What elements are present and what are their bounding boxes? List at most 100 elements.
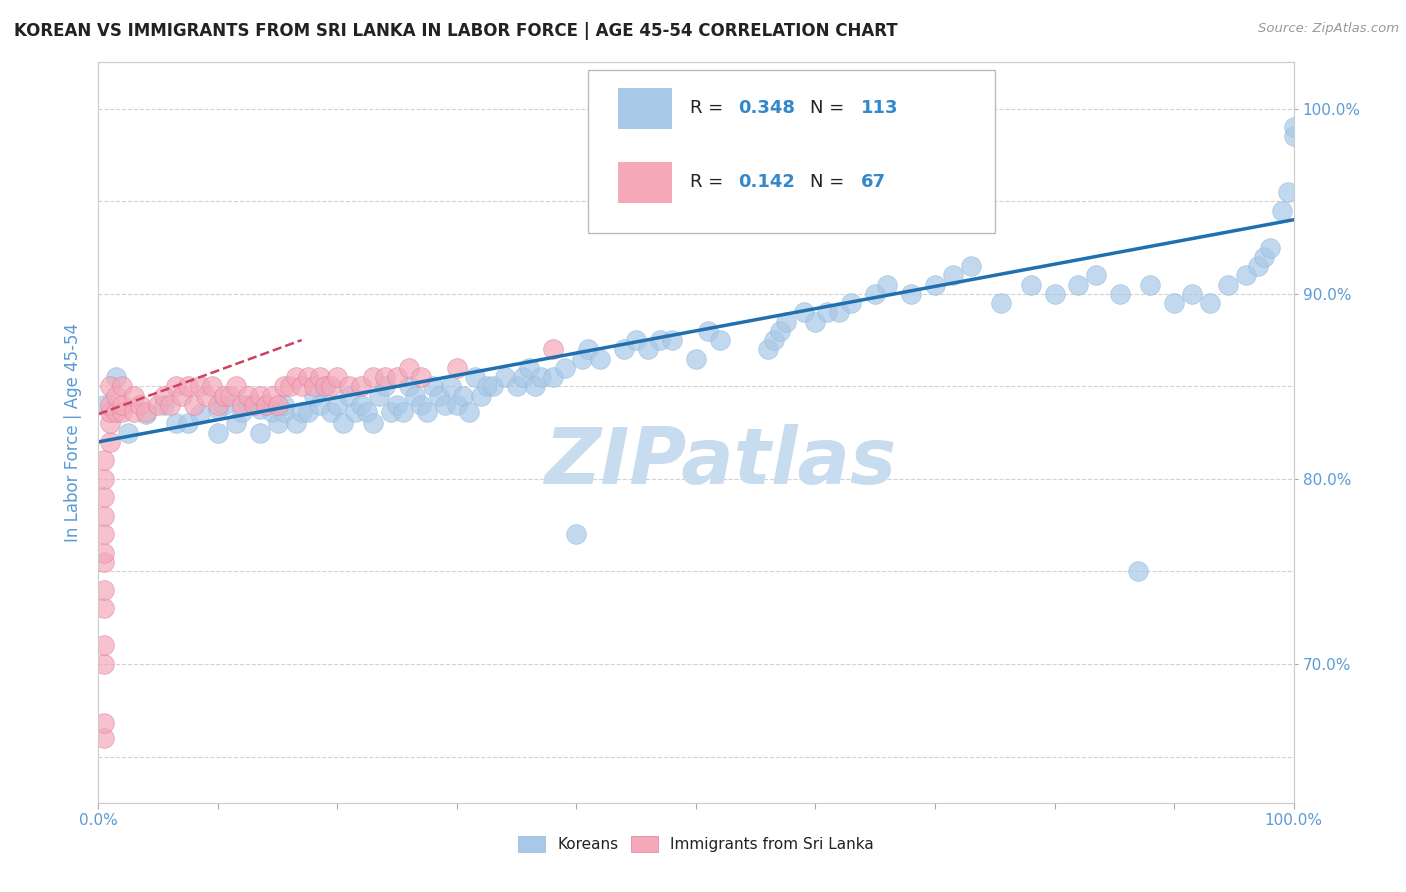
Point [1181,286,1204,301]
Point [434,398,457,412]
Point [363,417,385,431]
Point [135,407,157,421]
Point [1199,296,1222,310]
Text: ZIPatlas: ZIPatlas [544,425,896,500]
Point [225,417,247,431]
Point [374,370,396,384]
Point [554,360,576,375]
Point [1234,268,1257,283]
Point [93,601,115,615]
Point [117,425,139,440]
Point [733,176,755,190]
Point [446,398,468,412]
FancyBboxPatch shape [619,88,672,129]
Point [762,333,785,347]
Point [93,731,115,745]
Point [440,379,463,393]
Point [177,417,200,431]
Point [93,398,115,412]
Point [1139,277,1161,292]
Point [321,405,343,419]
Point [105,389,128,403]
Point [1163,296,1185,310]
Point [111,398,134,412]
Point [451,389,474,403]
Point [1271,203,1294,218]
Point [828,305,851,319]
Point [267,417,290,431]
Text: R =: R = [690,99,728,118]
Point [506,379,529,393]
Point [990,296,1012,310]
Text: KOREAN VS IMMIGRANTS FROM SRI LANKA IN LABOR FORCE | AGE 45-54 CORRELATION CHART: KOREAN VS IMMIGRANTS FROM SRI LANKA IN L… [14,22,897,40]
Point [231,398,253,412]
Point [188,379,211,393]
Point [709,333,731,347]
Point [411,398,433,412]
Point [363,370,385,384]
Point [135,405,157,419]
Point [380,405,402,419]
Text: 113: 113 [860,99,898,118]
Point [291,405,314,419]
Point [273,398,295,412]
Point [273,379,295,393]
Point [475,379,498,393]
FancyBboxPatch shape [589,70,995,233]
Point [249,401,271,416]
Text: N =: N = [810,173,849,192]
Point [661,333,683,347]
Point [385,370,409,384]
Point [326,398,349,412]
Point [481,379,505,393]
Point [93,491,115,505]
FancyBboxPatch shape [619,162,672,203]
Point [177,379,200,393]
Point [172,389,194,403]
Point [302,379,325,393]
Point [344,405,367,419]
Text: 0.348: 0.348 [738,99,794,118]
Point [93,527,115,541]
Point [321,379,343,393]
Point [1282,120,1305,135]
Text: R =: R = [690,173,728,192]
Point [1282,129,1305,144]
Point [494,370,516,384]
Point [464,370,486,384]
Point [332,417,354,431]
Point [841,296,863,310]
Point [297,370,319,384]
Point [212,398,235,412]
Y-axis label: In Labor Force | Age 45-54: In Labor Force | Age 45-54 [65,323,83,542]
Point [93,453,115,467]
Point [195,389,218,403]
Point [541,343,564,357]
Point [111,405,134,419]
Point [260,405,283,419]
Point [207,425,229,440]
Point [1085,268,1108,283]
Point [793,305,815,319]
Point [254,398,277,412]
Point [165,379,187,393]
Point [201,379,224,393]
Point [1216,277,1239,292]
Point [105,405,128,419]
Point [865,286,887,301]
Point [458,405,481,419]
Point [93,546,115,560]
Point [308,398,330,412]
Point [284,417,307,431]
Point [751,166,773,180]
Point [291,379,314,393]
Point [148,398,170,412]
Point [260,389,283,403]
Point [637,343,659,357]
Point [602,185,624,199]
Point [385,398,409,412]
Point [512,370,534,384]
Point [404,389,426,403]
Point [93,472,115,486]
Point [815,305,838,319]
